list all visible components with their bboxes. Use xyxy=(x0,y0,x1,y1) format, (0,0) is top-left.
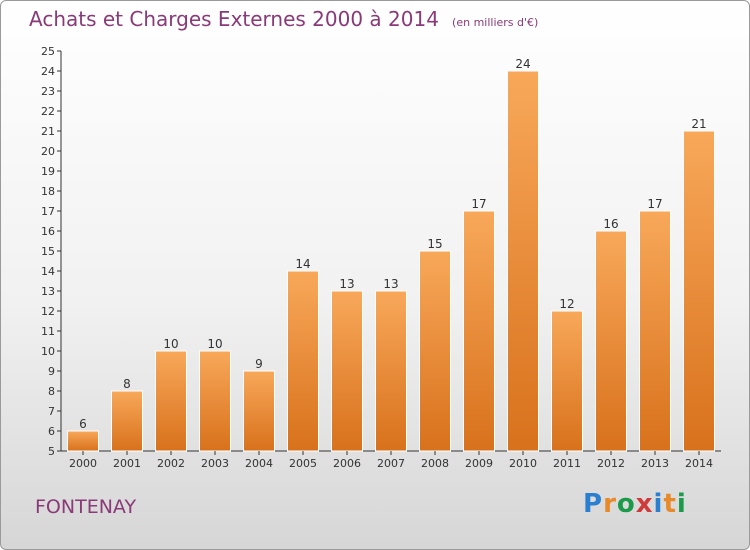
bar xyxy=(639,210,671,452)
logo-letter: x xyxy=(635,489,654,519)
y-tick-label: 6 xyxy=(48,425,55,438)
y-tick-label: 20 xyxy=(41,145,55,158)
logo-letter: t xyxy=(663,489,677,519)
y-tick-label: 5 xyxy=(48,445,55,458)
y-tick-label: 21 xyxy=(41,125,55,138)
chart-title: Achats et Charges Externes 2000 à 2014 xyxy=(29,7,439,31)
bar xyxy=(507,70,539,452)
x-tick-label: 2005 xyxy=(289,457,317,470)
y-tick-label: 9 xyxy=(48,365,55,378)
x-tick-label: 2007 xyxy=(377,457,405,470)
y-tick-label: 24 xyxy=(41,65,55,78)
y-tick-label: 19 xyxy=(41,165,55,178)
y-tick-label: 18 xyxy=(41,185,55,198)
bar xyxy=(683,130,715,452)
y-tick-label: 16 xyxy=(41,225,55,238)
y-tick-label: 11 xyxy=(41,325,55,338)
bar xyxy=(463,210,495,452)
x-tick-label: 2013 xyxy=(641,457,669,470)
chart-subtitle: (en milliers d'€) xyxy=(452,16,539,29)
bar xyxy=(419,250,451,452)
bar-value-label: 8 xyxy=(123,377,131,391)
y-tick-label: 12 xyxy=(41,305,55,318)
bar-chart: 5 6 7 8 9 10 11 12 13 14 15 16 17 18 19 20 21 22 23 24 25 6 20… xyxy=(41,45,721,470)
logo-letter: o xyxy=(616,489,636,519)
x-tick-label: 2004 xyxy=(245,457,273,470)
bar-value-label: 24 xyxy=(515,57,530,71)
y-tick-label: 22 xyxy=(41,105,55,118)
bar-value-label: 12 xyxy=(559,297,574,311)
chart-title-block: Achats et Charges Externes 2000 à 2014 (… xyxy=(29,7,538,31)
bar xyxy=(155,350,187,452)
proxiti-logo: Proxiti xyxy=(583,489,687,519)
bar-value-label: 16 xyxy=(603,217,618,231)
x-tick-label: 2002 xyxy=(157,457,185,470)
logo-letter: i xyxy=(676,489,687,519)
y-tick-label: 10 xyxy=(41,345,55,358)
bar-value-label: 17 xyxy=(647,197,662,211)
x-tick-label: 2009 xyxy=(465,457,493,470)
bar xyxy=(287,270,319,452)
y-tick-label: 7 xyxy=(48,405,55,418)
bar xyxy=(243,370,275,452)
bar-value-label: 21 xyxy=(691,117,706,131)
y-tick-label: 23 xyxy=(41,85,55,98)
bar-value-label: 14 xyxy=(295,257,310,271)
y-tick-label: 8 xyxy=(48,385,55,398)
y-tick-label: 15 xyxy=(41,245,55,258)
bar-value-label: 10 xyxy=(207,337,222,351)
bar xyxy=(199,350,231,452)
bar-value-label: 9 xyxy=(255,357,263,371)
bar xyxy=(375,290,407,452)
x-tick-label: 2003 xyxy=(201,457,229,470)
bar-value-label: 17 xyxy=(471,197,486,211)
city-name: FONTENAY xyxy=(35,496,137,518)
x-tick-label: 2010 xyxy=(509,457,537,470)
bar xyxy=(111,390,143,452)
x-tick-label: 2001 xyxy=(113,457,141,470)
y-tick-label: 13 xyxy=(41,285,55,298)
bar xyxy=(331,290,363,452)
logo-letter: r xyxy=(603,489,617,519)
bar-value-label: 6 xyxy=(79,417,87,431)
x-tick-label: 2000 xyxy=(69,457,97,470)
x-tick-label: 2014 xyxy=(685,457,713,470)
bar-value-label: 13 xyxy=(339,277,354,291)
y-tick-label: 25 xyxy=(41,45,55,58)
logo-letter: i xyxy=(653,489,664,519)
y-tick-label: 17 xyxy=(41,205,55,218)
x-tick-label: 2011 xyxy=(553,457,581,470)
x-tick-label: 2012 xyxy=(597,457,625,470)
bar xyxy=(595,230,627,452)
bar-value-label: 15 xyxy=(427,237,442,251)
x-tick-label: 2008 xyxy=(421,457,449,470)
bar-value-label: 10 xyxy=(163,337,178,351)
logo-letter: P xyxy=(583,489,604,519)
x-tick-label: 2006 xyxy=(333,457,361,470)
bar-value-label: 13 xyxy=(383,277,398,291)
bar xyxy=(67,430,99,452)
bar xyxy=(551,310,583,452)
y-tick-label: 14 xyxy=(41,265,55,278)
